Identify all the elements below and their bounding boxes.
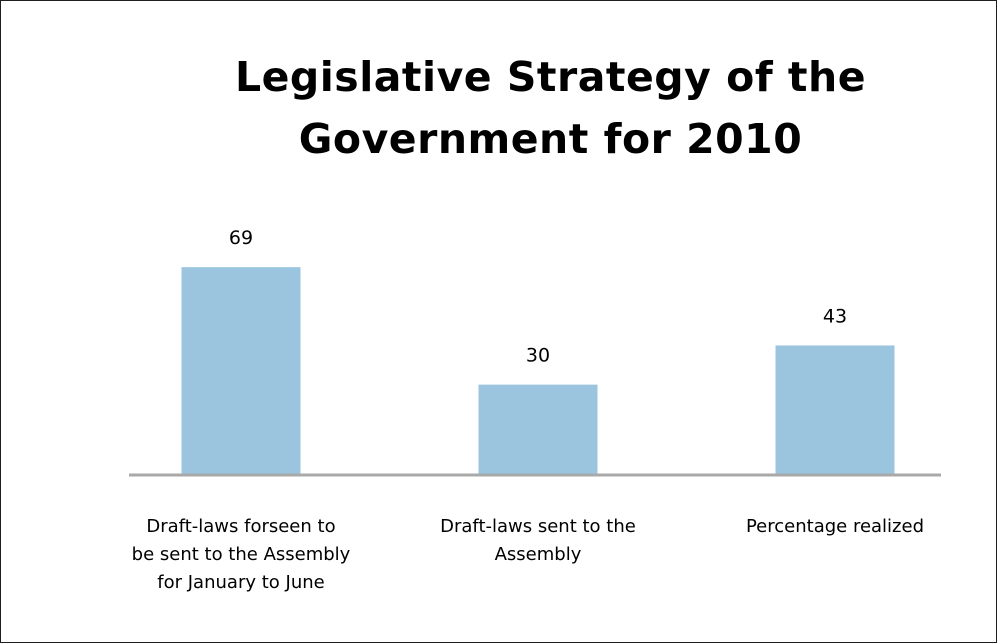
chart-title-line-2: Government for 2010 xyxy=(298,115,803,163)
category-label-3-line-1: Percentage realized xyxy=(745,516,925,537)
category-label-2-line-2: Assembly xyxy=(494,544,582,565)
bar-2 xyxy=(478,384,598,475)
category-label-1-line-2: be sent to the Assembly xyxy=(131,544,351,565)
category-label-1-line-1: Draft-laws forseen to xyxy=(146,516,336,537)
bar-3 xyxy=(775,345,895,475)
category-label-2-line-1: Draft-laws sent to the xyxy=(440,516,636,537)
category-label-1: Draft-laws forseen to be sent to the Asse… xyxy=(101,513,381,597)
data-label-2: 30 xyxy=(526,345,550,367)
data-label-1: 69 xyxy=(229,227,253,249)
category-label-2: Draft-laws sent to the Assembly xyxy=(398,513,678,569)
bar-1 xyxy=(181,267,301,475)
chart-title-line-1: Legislative Strategy of the xyxy=(234,53,867,101)
data-label-3: 43 xyxy=(823,305,847,327)
category-label-3: Percentage realized xyxy=(695,513,975,541)
category-label-1-line-3: for January to June xyxy=(157,572,325,593)
